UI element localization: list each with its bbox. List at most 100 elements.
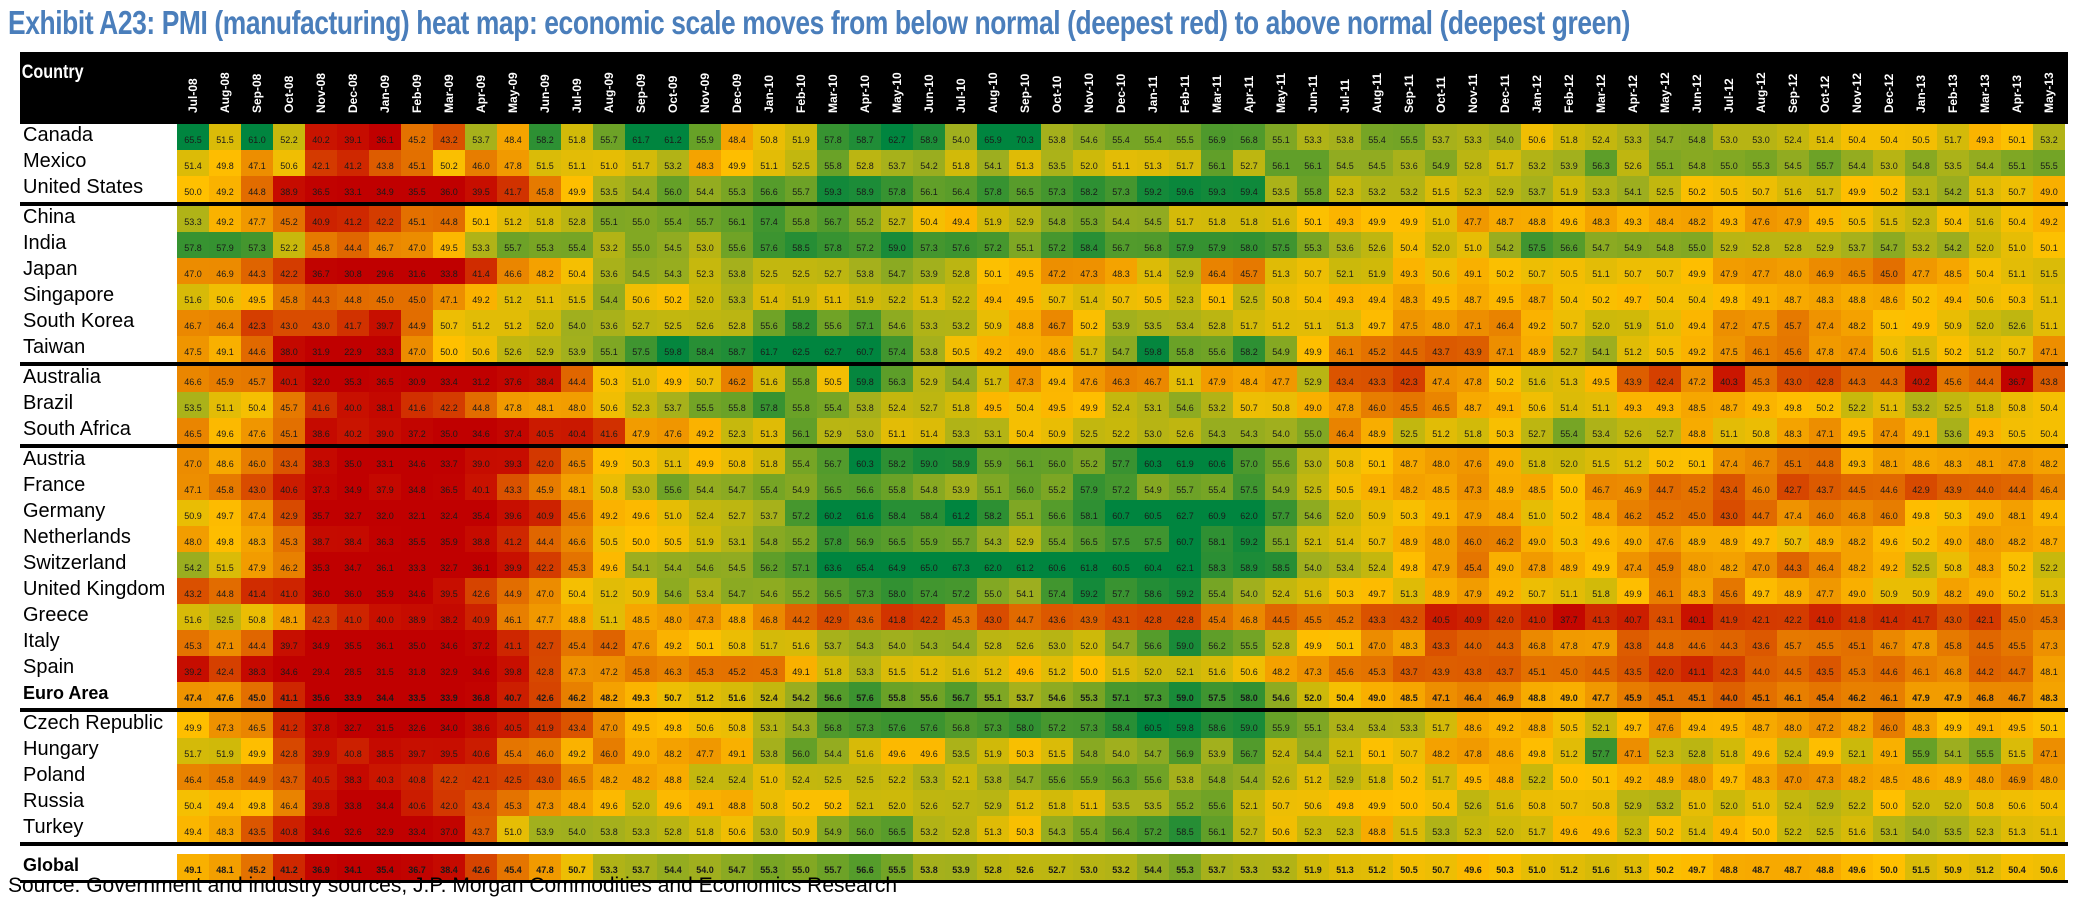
heatmap-cell: 55.5 [689,392,721,418]
heatmap-cell: 39.0 [369,418,401,444]
heatmap-cell: 52.0 [689,284,721,310]
heatmap-cell: 55.1 [1297,712,1329,738]
heatmap-cell: 38.7 [305,526,337,552]
heatmap-cell: 56.9 [849,526,881,552]
heatmap-cell: 43.6 [1041,604,1073,630]
column-header: Jun-09 [529,52,561,120]
heatmap-cell: 50.6 [1521,392,1553,418]
heatmap-cell: 51.7 [1521,816,1553,842]
heatmap-cell: 53.1 [977,418,1009,444]
heatmap-cell: 49.5 [2001,712,2033,738]
heatmap-cell: 55.7 [785,176,817,202]
heatmap-cell: 52.3 [1297,816,1329,842]
heatmap-cell: 55.5 [1969,738,2001,764]
heatmap-cell: 55.1 [1265,526,1297,552]
heatmap-cell: 55.4 [817,392,849,418]
heatmap-cell: 53.9 [1201,738,1233,764]
heatmap-cell: 44.3 [1841,366,1873,392]
heatmap-cell: 47.4 [241,500,273,526]
heatmap-cell: 51.7 [1169,150,1201,176]
heatmap-cell: 57.8 [817,232,849,258]
heatmap-cell: 50.2 [1809,392,1841,418]
heatmap-cell: 53.2 [657,150,689,176]
heatmap-cell: 50.7 [1649,258,1681,284]
column-header: May-12 [1649,52,1681,120]
heatmap-cell: 51.1 [593,604,625,630]
heatmap-cell: 62.0 [1233,500,1265,526]
heatmap-cell: 45.3 [1841,656,1873,682]
heatmap-cell: 54.4 [657,552,689,578]
heatmap-cell: 47.3 [561,656,593,682]
heatmap-cell: 61.0 [241,124,273,150]
heatmap-cell: 51.6 [177,284,209,310]
heatmap-cell: 42.2 [529,552,561,578]
heatmap-cell: 34.6 [465,418,497,444]
heatmap-cell: 47.9 [1425,552,1457,578]
heatmap-cell: 54.4 [657,854,689,880]
heatmap-cell: 54.0 [1265,418,1297,444]
heatmap-cell: 50.8 [241,604,273,630]
heatmap-cell: 47.2 [1809,712,1841,738]
heatmap-cell: 35.0 [401,630,433,656]
heatmap-cell: 43.9 [1425,656,1457,682]
heatmap-cell: 49.1 [1905,418,1937,444]
heatmap-cell: 50.1 [1585,764,1617,790]
heatmap-cell: 50.7 [657,682,689,708]
heatmap-cell: 52.8 [977,854,1009,880]
heatmap-cell: 52.9 [817,418,849,444]
heatmap-cell: 29.4 [305,656,337,682]
heatmap-cell: 41.9 [529,712,561,738]
column-header-label: Apr-11 [1242,75,1256,113]
heatmap-cell: 57.3 [977,712,1009,738]
heatmap-cell: 49.3 [1617,206,1649,232]
heatmap-cell: 46.4 [1329,418,1361,444]
heatmap-cell: 45.3 [689,656,721,682]
heatmap-row: Brazil 53.5 51.1 50.4 45.7 41.6 40.0 38.1 41.6 42… [20,392,2068,418]
heatmap-cell: 50.7 [689,366,721,392]
heatmap-cell: 56.3 [1105,764,1137,790]
heatmap-cell: 47.4 [1777,500,1809,526]
heatmap-cell: 38.6 [305,418,337,444]
heatmap-cell: 70.3 [1009,124,1041,150]
heatmap-cell: 45.5 [1809,630,1841,656]
heatmap-cell: 45.4 [1457,552,1489,578]
heatmap-cell: 50.4 [241,392,273,418]
heatmap-cell: 55.3 [1073,206,1105,232]
heatmap-cell: 45.3 [177,630,209,656]
heatmap-cell: 46.0 [529,738,561,764]
heatmap-row: Australia 46.6 45.9 45.7 40.1 32.0 35.3 36.5 30.… [20,366,2068,392]
heatmap-cell: 47.7 [689,738,721,764]
heatmap-cell: 44.8 [337,284,369,310]
heatmap-cell: 51.5 [209,124,241,150]
heatmap-cell: 49.6 [1457,854,1489,880]
heatmap-cell: 54.2 [1489,232,1521,258]
column-header: Apr-09 [465,52,497,120]
heatmap-cell: 58.9 [1233,552,1265,578]
heatmap-cell: 53.0 [1073,854,1105,880]
heatmap-cell: 45.7 [1777,630,1809,656]
heatmap-cell: 32.4 [433,500,465,526]
heatmap-cell: 54.7 [1585,232,1617,258]
heatmap-cell: 49.0 [1617,526,1649,552]
heatmap-cell: 45.0 [241,682,273,708]
heatmap-cell: 48.9 [1521,336,1553,362]
heatmap-cell: 48.1 [561,474,593,500]
heatmap-cell: 35.4 [465,500,497,526]
heatmap-cell: 51.1 [1553,578,1585,604]
heatmap-cell: 51.0 [593,150,625,176]
heatmap-cell: 49.0 [2033,176,2065,202]
column-header: Jan-11 [1137,52,1169,120]
heatmap-cell: 54.9 [1425,150,1457,176]
heatmap-cell: 45.1 [1681,682,1713,708]
heatmap-cell: 49.4 [177,816,209,842]
heatmap-row: Spain 39.2 42.4 38.3 34.6 29.4 28.5 31.5 31.8 32.… [20,656,2068,682]
heatmap-cell: 56.1 [785,418,817,444]
heatmap-cell: 45.7 [273,392,305,418]
heatmap-cell: 50.1 [689,630,721,656]
heatmap-cell: 33.3 [369,336,401,362]
heatmap-cell: 42.7 [529,630,561,656]
heatmap-cell: 50.7 [2001,336,2033,362]
heatmap-cell: 51.8 [1969,392,2001,418]
heatmap-cell: 61.2 [945,500,977,526]
heatmap-cell: 36.5 [305,176,337,202]
